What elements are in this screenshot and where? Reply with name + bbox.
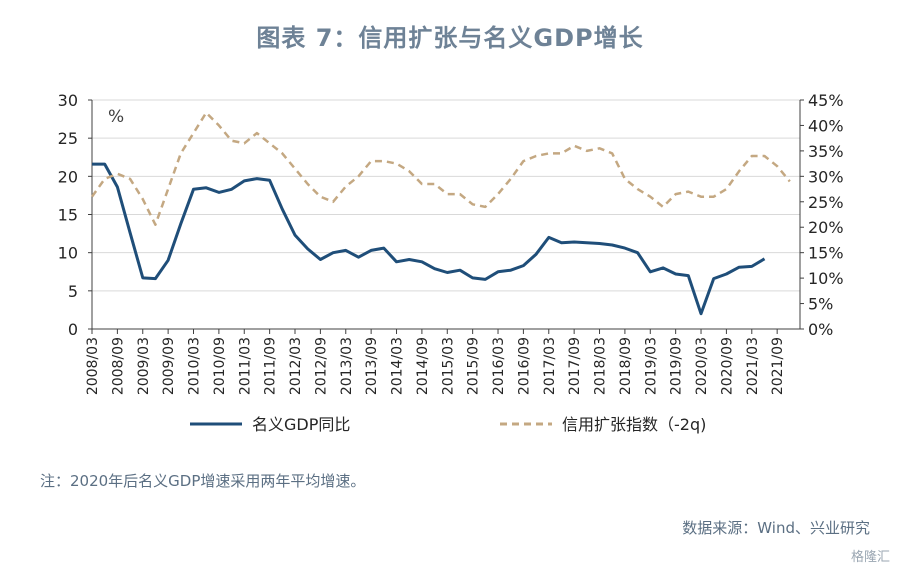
x-tick-label: 2008/03 (85, 337, 101, 395)
watermark: 格隆汇 (850, 550, 890, 565)
x-tick-label: 2016/09 (516, 337, 532, 395)
left-tick-label: 25 (58, 129, 78, 148)
chart-title: 图表 7：信用扩张与名义GDP增长 (256, 24, 644, 52)
x-tick-label: 2018/03 (593, 337, 609, 395)
series-line-credit-expansion (90, 111, 791, 226)
left-tick-label: 15 (58, 206, 78, 225)
x-tick-label: 2011/09 (263, 337, 279, 395)
x-tick-label: 2015/09 (466, 337, 482, 395)
x-tick-label: 2016/03 (491, 337, 507, 395)
x-tick-label: 2021/09 (770, 337, 786, 395)
x-tick-label: 2010/03 (187, 337, 203, 395)
right-tick-label: 25% (808, 193, 844, 212)
series-line-nominal-gdp (92, 162, 766, 316)
source-note: 数据来源：Wind、兴业研究 (682, 519, 870, 537)
x-tick-label: 2019/09 (669, 337, 685, 395)
unit-label: % (108, 107, 124, 127)
right-tick-label: 40% (808, 116, 844, 135)
left-tick-label: 5 (68, 282, 78, 301)
x-tick-label: 2011/03 (237, 337, 253, 395)
legend-label: 名义GDP同比 (252, 415, 350, 434)
x-tick-label: 2014/09 (415, 337, 431, 395)
left-tick-label: 0 (68, 320, 78, 339)
x-tick-label: 2020/03 (694, 337, 710, 395)
right-tick-label: 35% (808, 142, 844, 161)
x-tick-label: 2009/09 (161, 337, 177, 395)
x-tick-label: 2012/03 (288, 337, 304, 395)
x-tick-label: 2018/09 (618, 337, 634, 395)
right-tick-label: 20% (808, 218, 844, 237)
left-tick-label: 10 (58, 244, 78, 263)
x-tick-label: 2009/03 (136, 337, 152, 395)
left-tick-label: 30 (58, 91, 78, 110)
x-tick-label: 2017/09 (567, 337, 583, 395)
right-tick-label: 45% (808, 91, 844, 110)
x-tick-label: 2019/03 (643, 337, 659, 395)
x-tick-label: 2008/09 (110, 337, 126, 395)
right-tick-label: 10% (808, 269, 844, 288)
right-tick-label: 0% (808, 320, 833, 339)
x-tick-label: 2012/09 (313, 337, 329, 395)
x-tick-label: 2021/03 (745, 337, 761, 395)
right-tick-label: 15% (808, 244, 844, 263)
x-tick-label: 2014/03 (390, 337, 406, 395)
x-tick-label: 2015/03 (440, 337, 456, 395)
x-tick-label: 2017/03 (542, 337, 558, 395)
chart-plot: 0 5 10 15 20 25 30 0% 5% 10% 15% 20% 25% 30% 35% 40% 45… (58, 91, 844, 434)
x-tick-label: 2013/09 (364, 337, 380, 395)
right-tick-label: 30% (808, 167, 844, 186)
x-tick-label: 2020/09 (719, 337, 735, 395)
x-tick-label: 2010/09 (212, 337, 228, 395)
footnote: 注：2020年后名义GDP增速采用两年平均增速。 (40, 472, 366, 490)
left-tick-label: 20 (58, 167, 78, 186)
right-tick-label: 5% (808, 295, 833, 314)
legend-label: 信用扩张指数（-2q) (562, 415, 706, 434)
x-tick-label: 2013/03 (339, 337, 355, 395)
